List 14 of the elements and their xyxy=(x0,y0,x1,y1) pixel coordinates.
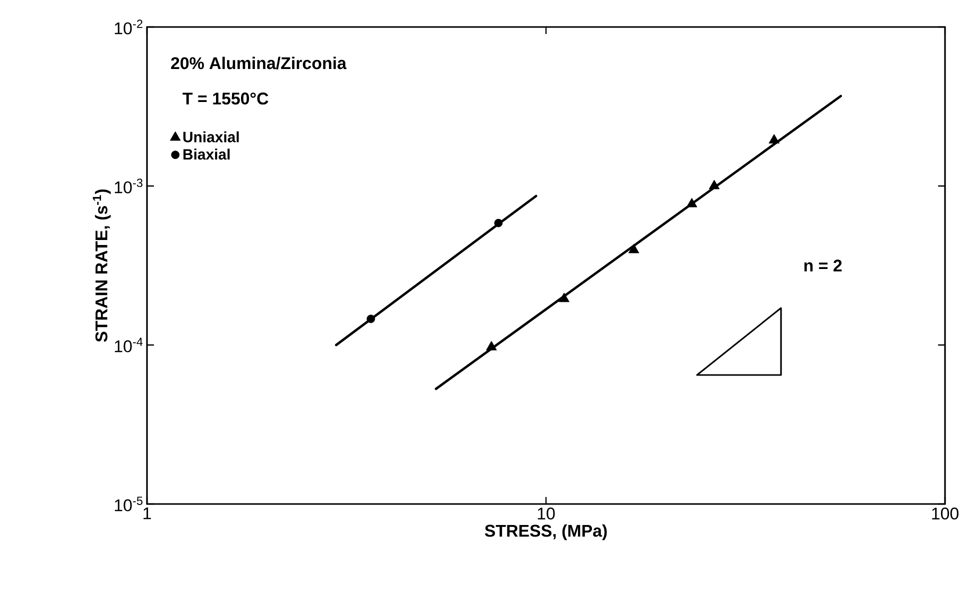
x-tick-label: 10 xyxy=(538,508,555,520)
annotation: n = 2 xyxy=(804,260,842,272)
y-tick-label: 10$^{-2}$ xyxy=(114,20,142,34)
legend-label: Uniaxial xyxy=(183,131,239,142)
y-axis-title: STRAIN RATE, (s$^{-1}$) xyxy=(92,189,111,342)
y-tick-label: 10$^{-5}$ xyxy=(114,496,142,512)
legend-label: Biaxial xyxy=(183,148,230,160)
annotation: 20% Alumina/Zirconia xyxy=(171,56,347,70)
y-tick-label: 10$^{-4}$ xyxy=(114,338,143,352)
y-tick-label: 10$^{-3}$ xyxy=(114,178,142,194)
x-tick-label: 1 xyxy=(144,508,151,520)
x-axis-title: STRESS, (MPa) xyxy=(484,524,607,540)
annotation: T = 1550°C xyxy=(182,92,268,105)
x-tick-label: 100 xyxy=(932,508,958,520)
